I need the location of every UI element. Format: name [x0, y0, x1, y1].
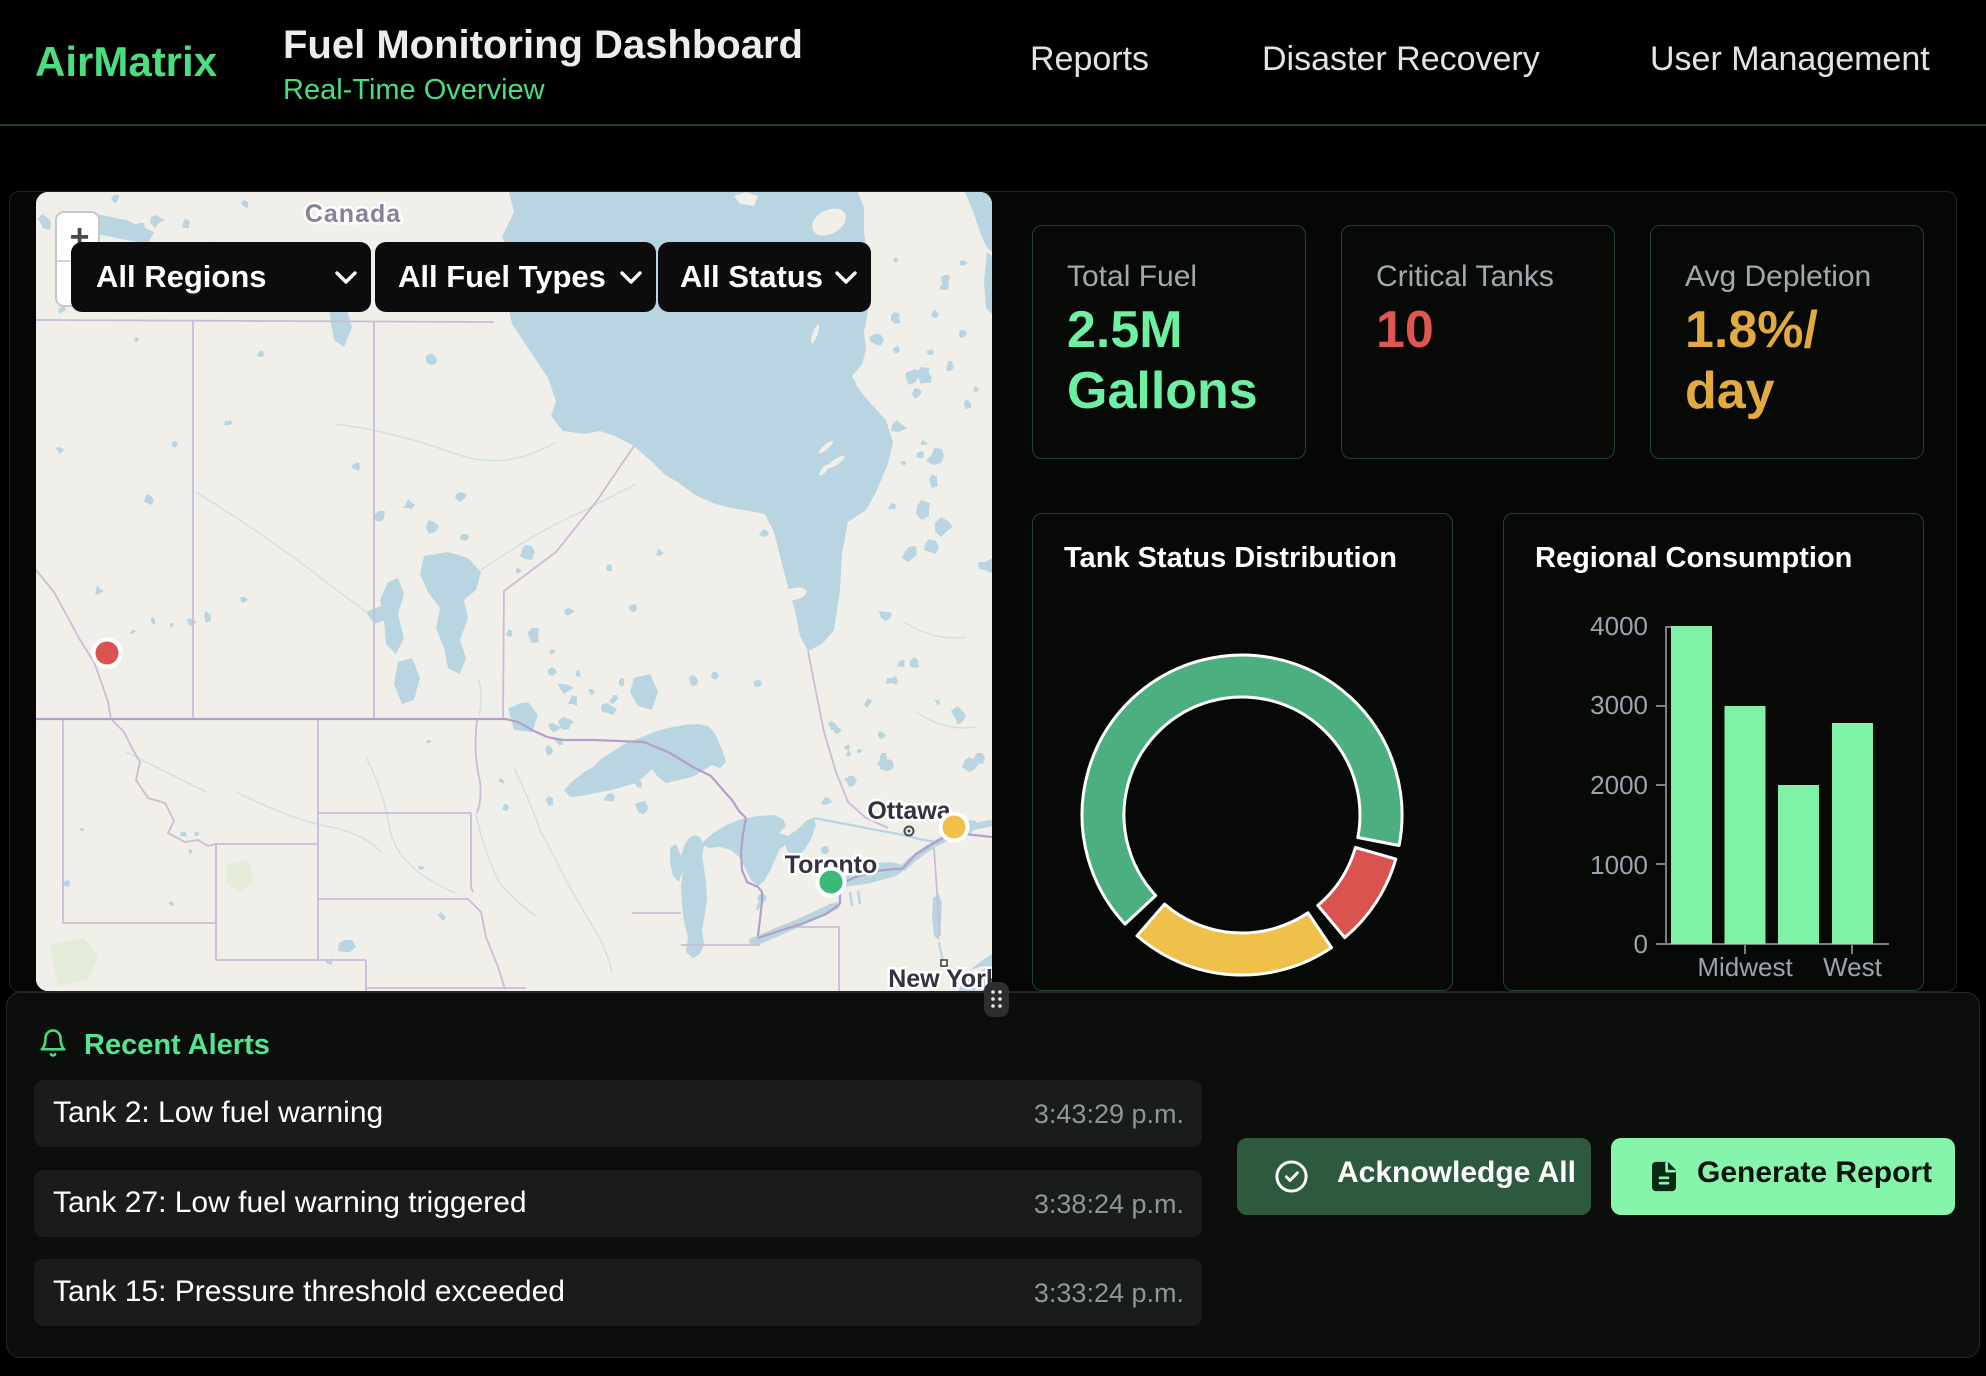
svg-text:New York: New York — [888, 965, 992, 991]
svg-text:Ottawa: Ottawa — [867, 797, 951, 825]
svg-text:3000: 3000 — [1590, 690, 1648, 720]
svg-text:Midwest: Midwest — [1697, 952, 1793, 982]
svg-text:4000: 4000 — [1590, 611, 1648, 641]
svg-text:2000: 2000 — [1590, 770, 1648, 800]
svg-text:0: 0 — [1634, 929, 1648, 959]
svg-text:1000: 1000 — [1590, 850, 1648, 880]
svg-text:West: West — [1823, 952, 1883, 982]
svg-text:Canada: Canada — [305, 200, 401, 228]
svg-text:Toronto: Toronto — [785, 851, 878, 879]
